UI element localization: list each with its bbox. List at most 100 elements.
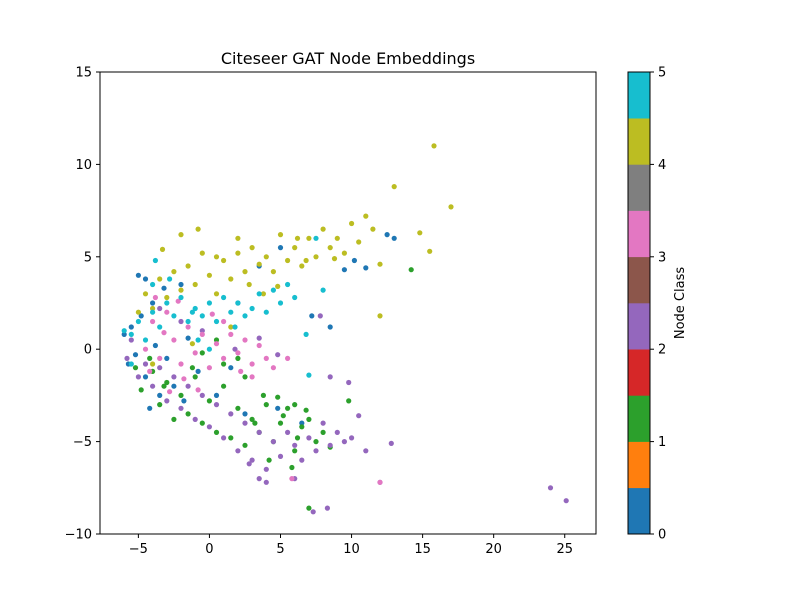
scatter-point-class-2 (299, 457, 305, 463)
scatter-point-class-4 (327, 245, 333, 251)
scatter-point-class-0 (181, 398, 187, 404)
scatter-point-class-2 (246, 461, 252, 467)
scatter-point-class-2 (277, 453, 284, 459)
scatter-point-class-3 (242, 337, 248, 343)
scatter-point-class-5 (232, 324, 238, 330)
scatter-point-class-2 (263, 479, 269, 485)
scatter-point-class-1 (147, 355, 153, 361)
scatter-point-class-2 (256, 429, 262, 435)
scatter-point-class-1 (199, 350, 205, 356)
scatter-point-class-2 (192, 416, 198, 422)
scatter-point-class-1 (320, 429, 326, 435)
scatter-point-class-4 (150, 361, 156, 367)
scatter-point-class-3 (199, 331, 205, 337)
scatter-point-class-1 (132, 365, 139, 371)
scatter-point-class-1 (252, 420, 258, 426)
chart-title: Citeseer GAT Node Embeddings (221, 49, 475, 68)
scatter-point-class-2 (317, 313, 323, 319)
y-tick-label: 0 (84, 343, 92, 358)
scatter-point-class-0 (135, 272, 141, 278)
scatter-point-class-1 (408, 267, 414, 273)
colorbar-frame (627, 71, 651, 535)
scatter-point-class-4 (306, 235, 312, 241)
scatter-point-class-3 (164, 309, 170, 315)
scatter-point-class-5 (178, 294, 184, 301)
scatter-point-class-2 (128, 337, 134, 343)
scatter-point-class-5 (199, 313, 205, 319)
points-layer (121, 143, 569, 515)
scatter-point-class-4 (213, 254, 220, 260)
scatter-point-class-4 (277, 232, 284, 238)
scatter-point-class-4 (391, 184, 397, 190)
scatter-point-class-1 (242, 442, 248, 448)
scatter-point-class-3 (171, 337, 177, 343)
scatter-point-class-4 (349, 220, 355, 227)
scatter-point-class-0 (142, 276, 149, 282)
scatter-point-class-1 (263, 402, 269, 408)
scatter-point-class-4 (135, 309, 141, 315)
y-axis: −10 −5 0 5 10 15 (65, 66, 100, 543)
scatter-point-class-4 (331, 256, 338, 262)
y-tick-label: −10 (65, 528, 92, 543)
scatter-point-class-3 (142, 346, 149, 352)
scatter-point-class-0 (132, 352, 139, 358)
y-tick-label: −5 (73, 435, 92, 450)
scatter-point-class-4 (206, 272, 212, 278)
x-tick-label: 10 (343, 542, 360, 557)
scatter-point-class-1 (292, 402, 298, 408)
scatter-point-class-3 (285, 355, 291, 361)
scatter-point-class-1 (235, 405, 241, 411)
scatter-point-class-3 (256, 342, 262, 349)
scatter-point-class-3 (147, 368, 153, 374)
scatter-point-class-3 (161, 330, 167, 336)
scatter-point-class-5 (313, 235, 319, 241)
scatter-point-class-1 (266, 457, 272, 463)
x-tick-label: 0 (205, 542, 213, 557)
scatter-point-class-2 (285, 429, 291, 435)
scatter-point-class-2 (349, 435, 355, 441)
scatter-point-class-1 (228, 435, 234, 441)
scatter-point-class-2 (334, 429, 340, 435)
scatter-point-class-0 (277, 245, 284, 251)
scatter-point-class-4 (320, 226, 326, 232)
scatter-point-class-3 (150, 318, 156, 325)
scatter-point-class-1 (213, 429, 220, 435)
scatter-point-class-2 (199, 328, 205, 334)
scatter-point-class-0 (195, 368, 201, 374)
scatter-point-class-3 (209, 311, 215, 317)
scatter-point-class-0 (150, 300, 156, 306)
scatter-point-class-4 (235, 250, 241, 256)
scatter-point-class-3 (228, 331, 234, 337)
scatter-point-class-2 (164, 398, 170, 404)
scatter-point-class-0 (363, 265, 369, 271)
scatter-point-class-5 (195, 337, 201, 343)
scatter-point-class-2 (185, 383, 191, 389)
scatter-point-class-4 (249, 245, 255, 251)
scatter-point-class-2 (206, 424, 212, 430)
scatter-point-class-5 (164, 300, 170, 306)
scatter-point-class-0 (164, 355, 170, 361)
scatter-point-class-0 (327, 324, 333, 330)
scatter-point-class-0 (161, 285, 167, 291)
y-tick-label: 15 (75, 66, 92, 81)
scatter-point-class-5 (167, 276, 173, 282)
scatter-point-class-4 (213, 291, 220, 297)
scatter-point-class-1 (178, 392, 184, 398)
scatter-point-class-2 (256, 476, 262, 482)
scatter-point-class-2 (563, 498, 569, 504)
scatter-point-class-1 (189, 365, 195, 371)
scatter-point-class-5 (303, 331, 309, 337)
scatter-point-class-3 (249, 374, 255, 380)
scatter-point-class-1 (171, 416, 177, 422)
scatter-point-class-5 (189, 309, 195, 315)
scatter-point-class-3 (263, 355, 269, 361)
scatter-point-class-1 (292, 448, 298, 454)
scatter-point-class-4 (228, 276, 234, 282)
scatter-point-class-5 (157, 324, 163, 330)
scatter-point-class-1 (277, 420, 284, 426)
scatter-point-class-1 (306, 505, 312, 511)
scatter-point-class-1 (242, 374, 248, 380)
scatter-point-class-1 (275, 394, 281, 400)
colorbar-tick-label: 2 (658, 343, 666, 358)
scatter-point-class-4 (192, 281, 198, 288)
